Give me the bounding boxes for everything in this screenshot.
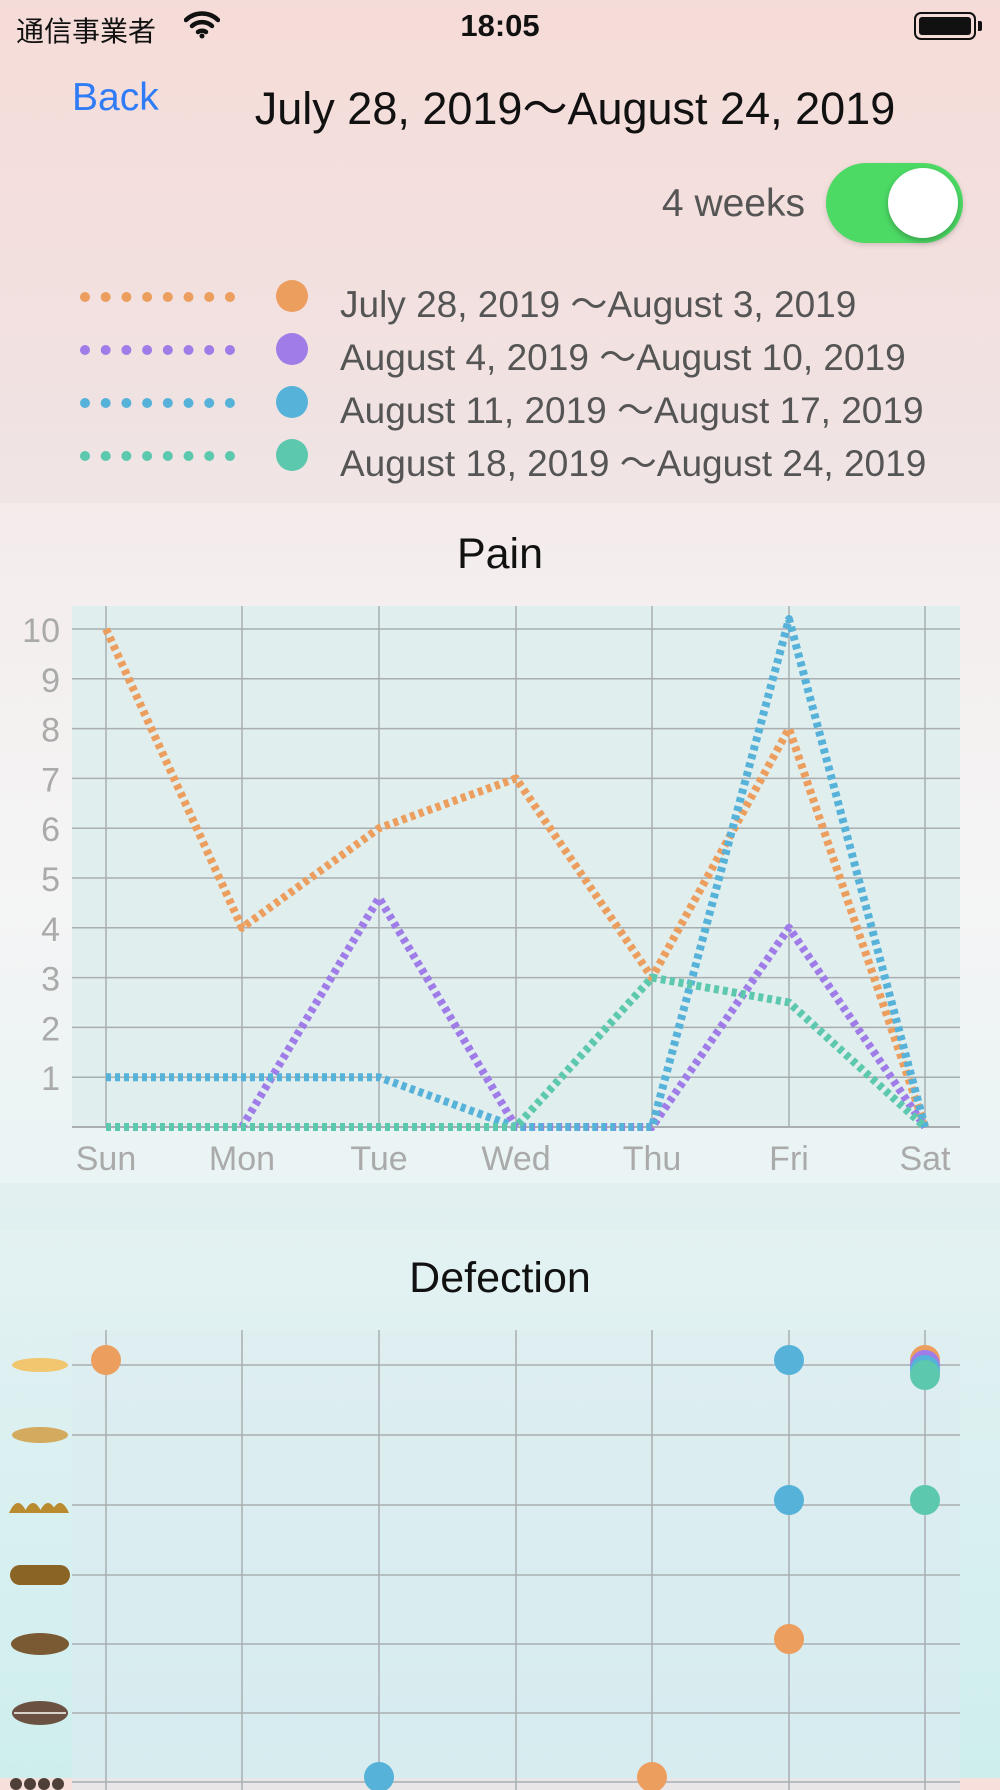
y-tick-label: 2 [41,1010,60,1048]
status-bar: 通信事業者 18:05 [0,0,1000,56]
data-point [910,1485,940,1515]
back-button[interactable]: Back [72,76,159,119]
data-point [91,1345,121,1375]
icon-shape [12,1427,68,1443]
y-tick-label: 1 [41,1060,60,1098]
stool-fluffy-icon [9,1503,69,1513]
icon-shape [12,1358,68,1372]
pain-chart: 1 2 3 4 5 6 7 8 9 10 Sun Mon Tue Wed Thu Fri Sat [22,606,960,1178]
y-tick-label: 3 [41,961,60,999]
icon-shape [10,1778,22,1790]
legend-label: July 28, 2019 ～August 3, 2019 [340,284,857,325]
x-tick-label: Sun [76,1140,137,1178]
legend-item: August 18, 2019 ～August 24, 2019 [0,429,1000,484]
wifi-icon [183,10,221,45]
icon-shape [10,1565,70,1585]
x-tick-label: Tue [350,1140,407,1178]
x-tick-label: Thu [623,1140,682,1178]
icon-shape [24,1778,36,1790]
four-weeks-label: 4 weeks [661,182,805,225]
data-point [910,1360,940,1390]
icon-shape [11,1633,69,1655]
legend-item: July 28, 2019 ～August 3, 2019 [0,270,1000,325]
x-tick-label: Sat [899,1140,951,1178]
legend-label: August 11, 2019 ～August 17, 2019 [340,390,924,431]
series-line [106,973,928,1131]
legend-dot [276,333,308,365]
icon-shape [38,1778,50,1790]
x-tick-label: Fri [769,1140,809,1178]
pain-chart-title: Pain [456,530,544,578]
icon-shape [52,1778,64,1790]
legend-label: August 4, 2019 ～August 10, 2019 [340,337,906,378]
four-weeks-toggle[interactable] [826,163,963,243]
stool-lumpy-icon [12,1701,68,1725]
defection-chart-title: Defection [409,1254,591,1302]
series-line [102,627,929,1129]
toggle-knob [888,168,958,238]
legend-item: August 4, 2019 ～August 10, 2019 [0,323,1000,378]
data-point [774,1485,804,1515]
stool-cracked-icon [11,1633,69,1655]
y-tick-label: 9 [41,662,60,700]
y-tick-label: 7 [41,761,60,799]
y-tick-label: 8 [41,712,60,750]
defection-chart-panel: Defection [0,1230,1000,1790]
clock: 18:05 [460,8,540,43]
y-tick-label: 5 [41,861,60,899]
defection-chart [9,1330,960,1790]
legend-line [80,292,235,302]
stool-watery-icon [12,1358,68,1372]
y-tick-label: 10 [22,612,60,650]
data-point [774,1624,804,1654]
battery-nub [978,21,982,31]
stool-mushy-icon [12,1427,68,1443]
y-tick-label: 6 [41,811,60,849]
pain-chart-panel: Pain 1 2 3 4 5 6 7 8 9 10 Sun Mon Tue Wed Thu Fri Sat [0,503,1000,1183]
x-tick-label: Wed [481,1140,550,1178]
battery-icon [914,12,976,40]
date-range-title: July 28, 2019～August 24, 2019 [254,83,896,134]
legend-dot [276,280,308,312]
legend-item: August 11, 2019 ～August 17, 2019 [0,376,1000,431]
legend-dot [276,386,308,418]
stool-smooth-icon [10,1565,70,1585]
icon-shape [24,1503,42,1513]
legend-label: August 18, 2019 ～August 24, 2019 [340,443,927,484]
legend-line [80,345,235,355]
stool-separate-lumps-icon [10,1778,64,1790]
icon-shape [9,1503,27,1513]
icon-shape [51,1503,69,1513]
legend-dot [276,439,308,471]
x-tick-label: Mon [209,1140,275,1178]
legend-line [80,398,235,408]
carrier-name: 通信事業者 [16,16,157,47]
y-tick-label: 4 [41,911,60,949]
legend-line [80,451,235,461]
data-point [774,1345,804,1375]
